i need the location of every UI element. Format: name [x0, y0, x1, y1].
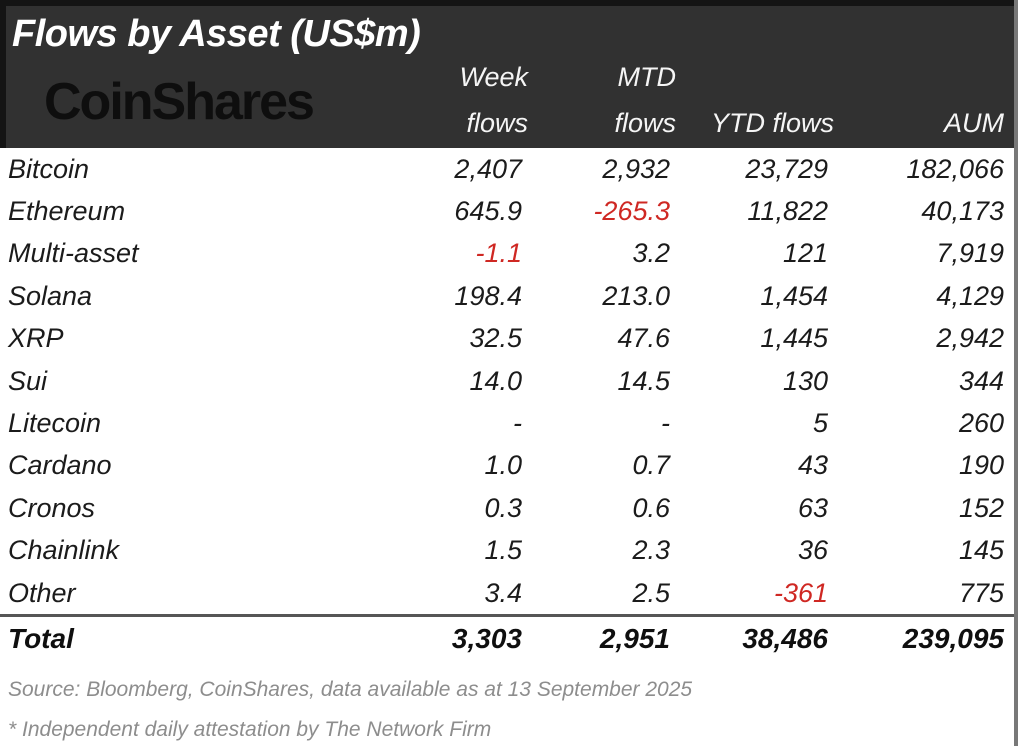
total-aum: 239,095	[902, 623, 1004, 655]
table-row: Other 3.4 2.5 -361 775	[0, 572, 1018, 614]
column-header-aum: AUM	[944, 108, 1004, 138]
table-row: Multi-asset -1.1 3.2 121 7,919	[0, 233, 1018, 275]
asset-name: Sui	[8, 365, 48, 396]
value-cell: 130	[782, 365, 828, 396]
total-row: Total 3,303 2,951 38,486 239,095	[0, 614, 1018, 661]
column-header-mtd-flows: MTD flows	[614, 62, 676, 138]
footer: Source: Bloomberg, CoinShares, data avai…	[0, 661, 1018, 746]
value-cell: 7,919	[936, 238, 1004, 269]
value-cell: -	[661, 408, 670, 439]
value-cell: -265.3	[593, 196, 670, 227]
value-cell: 1,454	[760, 280, 828, 311]
value-cell: 213.0	[602, 280, 670, 311]
value-cell: -1.1	[475, 238, 522, 269]
value-cell: 152	[958, 492, 1004, 523]
value-cell: 63	[797, 492, 828, 523]
value-cell: 344	[958, 365, 1004, 396]
value-cell: 1,445	[760, 323, 828, 354]
value-cell: 5	[812, 408, 828, 439]
value-cell: 43	[797, 450, 828, 481]
source-note: Source: Bloomberg, CoinShares, data avai…	[8, 678, 693, 702]
value-cell: 11,822	[747, 196, 828, 227]
table-body: Bitcoin 2,407 2,932 23,729 182,066 Ethereum 64…	[0, 148, 1018, 614]
asset-name: Other	[8, 577, 76, 608]
asset-name: Cronos	[8, 492, 96, 523]
value-cell: 198.4	[454, 280, 522, 311]
table-row: Ethereum 645.9 -265.3 11,822 40,173	[0, 190, 1018, 232]
table-row: Cardano 1.0 0.7 43 190	[0, 445, 1018, 487]
value-cell: 4,129	[936, 280, 1004, 311]
value-cell: 32.5	[469, 323, 522, 354]
column-header-row: CoinShares Week flows MTD flows YTD flow…	[6, 56, 1018, 148]
value-cell: 645.9	[454, 196, 522, 227]
total-label: Total	[8, 623, 74, 655]
page-title: Flows by Asset (US$m)	[12, 13, 421, 55]
asset-name: Cardano	[8, 450, 112, 481]
brand-cell: CoinShares	[6, 56, 340, 148]
table-row: Litecoin - - 5 260	[0, 402, 1018, 444]
value-cell: 1.5	[484, 535, 522, 566]
value-cell: 0.3	[484, 492, 522, 523]
value-cell: 2,942	[936, 323, 1004, 354]
total-ytd-flows: 38,486	[742, 623, 828, 655]
right-edge-rule	[1014, 0, 1018, 746]
value-cell: 47.6	[617, 323, 670, 354]
value-cell: -361	[773, 577, 828, 608]
value-cell: 36	[797, 535, 828, 566]
table-row: Bitcoin 2,407 2,932 23,729 182,066	[0, 148, 1018, 190]
value-cell: 0.7	[632, 450, 670, 481]
asset-name: Chainlink	[8, 535, 120, 566]
value-cell: 2.5	[632, 577, 670, 608]
table-row: Solana 198.4 213.0 1,454 4,129	[0, 275, 1018, 317]
value-cell: 0.6	[632, 492, 670, 523]
asset-name: Ethereum	[8, 196, 126, 227]
asset-name: XRP	[8, 323, 64, 354]
asset-name: Bitcoin	[8, 153, 90, 184]
value-cell: 14.0	[469, 365, 522, 396]
value-cell: 260	[958, 408, 1004, 439]
value-cell: 775	[958, 577, 1004, 608]
value-cell: 2,407	[454, 153, 522, 184]
table-header: Flows by Asset (US$m) CoinShares Week fl…	[0, 0, 1018, 148]
asset-name: Litecoin	[8, 408, 102, 439]
total-week-flows: 3,303	[451, 623, 522, 655]
value-cell: 3.2	[632, 238, 670, 269]
value-cell: 23,729	[745, 153, 828, 184]
asset-name: Solana	[8, 280, 93, 311]
value-cell: 145	[958, 535, 1004, 566]
value-cell: -	[513, 408, 522, 439]
value-cell: 182,066	[906, 153, 1004, 184]
value-cell: 2.3	[632, 535, 670, 566]
table-row: Cronos 0.3 0.6 63 152	[0, 487, 1018, 529]
column-header-week-flows: Week flows	[459, 62, 528, 138]
asset-name: Multi-asset	[8, 238, 139, 269]
attestation-note: * Independent daily attestation by The N…	[8, 718, 492, 742]
table-row: Sui 14.0 14.5 130 344	[0, 360, 1018, 402]
total-mtd-flows: 2,951	[599, 623, 670, 655]
value-cell: 40,173	[921, 196, 1004, 227]
value-cell: 2,932	[602, 153, 670, 184]
value-cell: 190	[958, 450, 1004, 481]
table-row: Chainlink 1.5 2.3 36 145	[0, 530, 1018, 572]
value-cell: 3.4	[484, 577, 522, 608]
value-cell: 121	[782, 238, 828, 269]
table-row: XRP 32.5 47.6 1,445 2,942	[0, 318, 1018, 360]
value-cell: 1.0	[484, 450, 522, 481]
coinshares-logo: CoinShares	[44, 73, 315, 131]
value-cell: 14.5	[617, 365, 670, 396]
column-header-ytd-flows: YTD flows	[710, 108, 834, 138]
